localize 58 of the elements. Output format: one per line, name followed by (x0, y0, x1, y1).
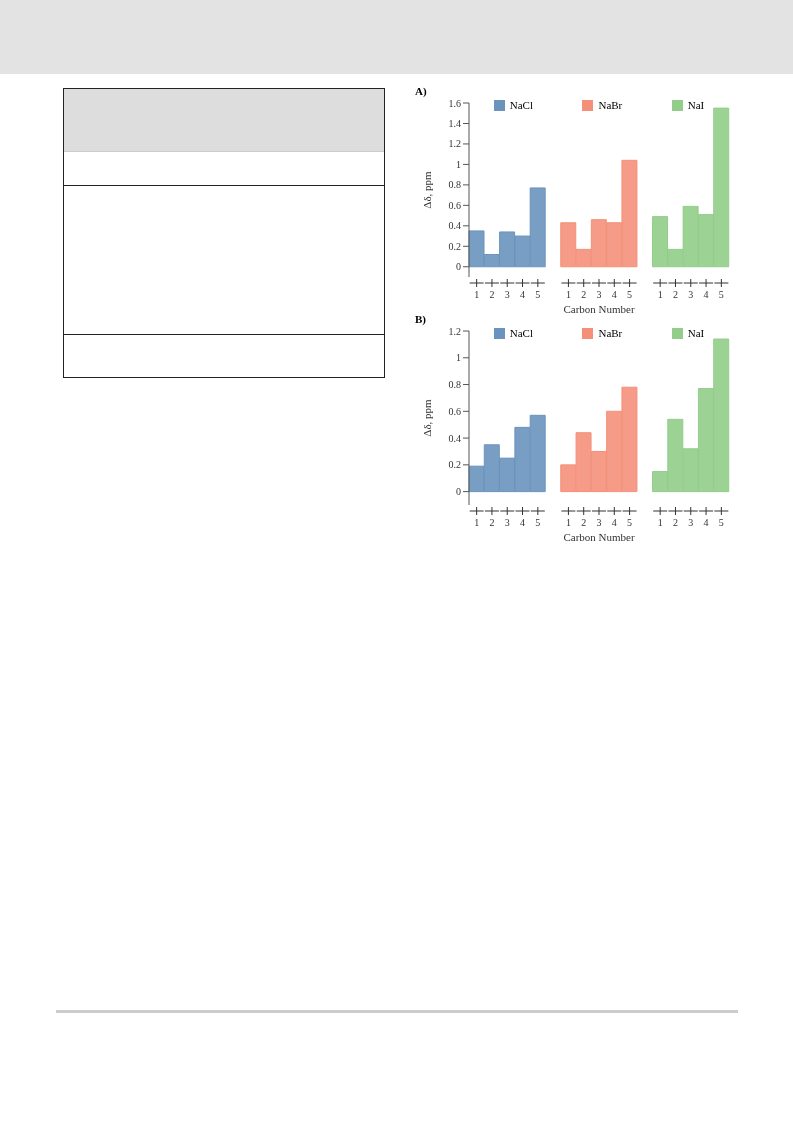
y-tick-label: 1.2 (448, 325, 461, 337)
legend-label: NaCl (508, 99, 533, 111)
x-axis-title: Carbon Number (563, 303, 635, 315)
x-tick-label: 1 (474, 289, 480, 300)
x-tick-label: 4 (611, 289, 617, 300)
y-tick-label: 1 (456, 352, 461, 364)
x-tick-label: 4 (703, 289, 709, 300)
x-tick-label: 3 (504, 517, 510, 528)
legend-label: NaBr (597, 99, 623, 111)
x-tick-label: 3 (688, 289, 694, 300)
legend-label: NaBr (597, 327, 623, 339)
x-axis-title: Carbon Number (563, 531, 635, 543)
x-tick-label: 5 (627, 289, 633, 300)
y-tick-label: 0.2 (448, 240, 461, 252)
x-tick-label: 1 (565, 289, 571, 300)
y-tick-label: 1.4 (448, 118, 461, 130)
y-tick-label: 0 (456, 261, 461, 273)
y-tick-label: 0 (456, 486, 461, 498)
x-tick-label: 3 (504, 289, 510, 300)
x-tick-label: 1 (474, 517, 480, 528)
legend-label: NaI (686, 99, 705, 111)
y-axis-title: Δδ, ppm (420, 170, 433, 209)
x-tick-label: 5 (535, 289, 541, 300)
x-tick-label: 5 (627, 517, 633, 528)
x-tick-label: 4 (611, 517, 617, 528)
y-tick-label: 0.4 (448, 432, 461, 444)
y-tick-label: 1.6 (448, 97, 461, 109)
x-tick-label: 3 (596, 517, 602, 528)
x-tick-label: 5 (718, 517, 724, 528)
x-tick-label: 4 (703, 517, 709, 528)
x-tick-label: 2 (672, 517, 678, 528)
chart-title: B) (415, 313, 426, 325)
x-tick-label: 4 (520, 289, 526, 300)
x-tick-label: 5 (718, 289, 724, 300)
x-tick-label: 4 (520, 517, 526, 528)
x-tick-label: 1 (657, 517, 663, 528)
legend-label: NaI (686, 327, 705, 339)
y-tick-label: 0.4 (448, 220, 461, 232)
y-tick-label: 0.6 (448, 405, 461, 417)
x-tick-label: 2 (489, 289, 495, 300)
y-tick-label: 0.8 (448, 379, 461, 391)
x-tick-label: 1 (565, 517, 571, 528)
x-tick-label: 2 (672, 289, 678, 300)
y-tick-label: 1.2 (448, 138, 461, 150)
y-tick-label: 1 (456, 158, 461, 170)
x-tick-label: 2 (581, 289, 587, 300)
x-tick-label: 1 (657, 289, 663, 300)
legend-label: NaCl (508, 327, 533, 339)
y-axis-title: Δδ, ppm (420, 398, 433, 437)
y-tick-label: 0.6 (448, 199, 461, 211)
y-tick-label: 0.2 (448, 459, 461, 471)
x-tick-label: 5 (535, 517, 541, 528)
y-tick-label: 0.8 (448, 179, 461, 191)
x-tick-label: 3 (688, 517, 694, 528)
x-tick-label: 3 (596, 289, 602, 300)
x-tick-label: 2 (489, 517, 495, 528)
chart-title: A) (415, 85, 427, 97)
x-tick-label: 2 (581, 517, 587, 528)
